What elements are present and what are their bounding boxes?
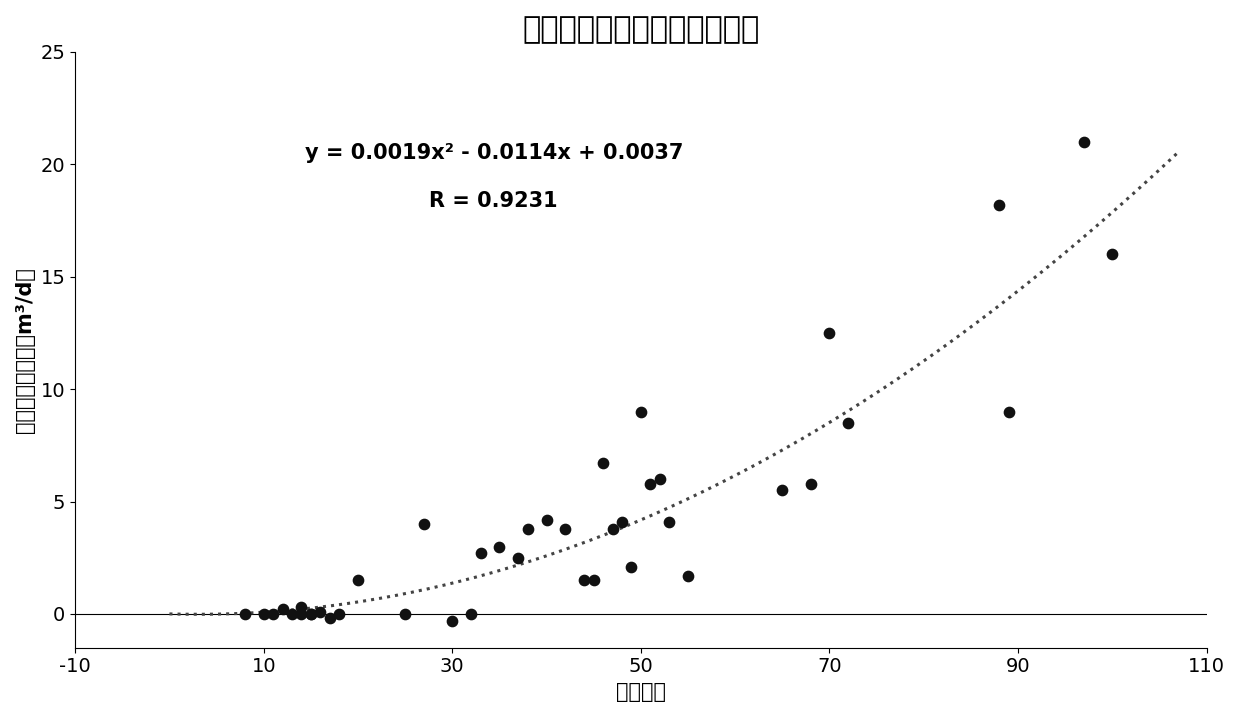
Point <box>301 608 321 619</box>
Point <box>443 615 463 627</box>
Point <box>1074 136 1094 148</box>
Point <box>348 574 368 586</box>
Point <box>537 514 557 526</box>
Point <box>603 523 622 534</box>
Point <box>556 523 575 534</box>
Point <box>574 574 594 586</box>
Point <box>329 608 348 619</box>
Point <box>820 327 839 338</box>
Point <box>414 518 434 530</box>
Point <box>461 608 481 619</box>
Point <box>650 473 670 485</box>
Point <box>621 561 641 572</box>
Point <box>320 613 340 625</box>
Point <box>801 478 821 489</box>
Text: R = 0.9231: R = 0.9231 <box>429 191 558 211</box>
Point <box>281 608 301 619</box>
X-axis label: 含油指数: 含油指数 <box>616 682 666 702</box>
Point <box>471 548 491 559</box>
Point <box>660 516 680 528</box>
Point <box>990 199 1009 211</box>
Point <box>396 608 415 619</box>
Point <box>273 604 293 615</box>
Point <box>291 608 311 619</box>
Point <box>518 523 538 534</box>
Point <box>508 552 528 564</box>
Point <box>234 608 254 619</box>
Title: 含油指数与初始产油量拟合图: 含油指数与初始产油量拟合图 <box>522 15 759 44</box>
Point <box>254 608 274 619</box>
Point <box>1102 249 1122 260</box>
Point <box>263 608 283 619</box>
Point <box>613 516 632 528</box>
Point <box>838 417 858 429</box>
Point <box>593 457 613 469</box>
Point <box>310 606 330 617</box>
Point <box>998 406 1018 417</box>
Point <box>773 485 792 496</box>
Point <box>490 541 510 552</box>
Y-axis label: 平均初始产油量（m³/d）: 平均初始产油量（m³/d） <box>15 267 35 433</box>
Point <box>678 570 698 581</box>
Point <box>640 478 660 489</box>
Point <box>631 406 651 417</box>
Point <box>301 608 321 619</box>
Text: y = 0.0019x² - 0.0114x + 0.0037: y = 0.0019x² - 0.0114x + 0.0037 <box>305 143 683 163</box>
Point <box>584 574 604 586</box>
Point <box>291 602 311 613</box>
